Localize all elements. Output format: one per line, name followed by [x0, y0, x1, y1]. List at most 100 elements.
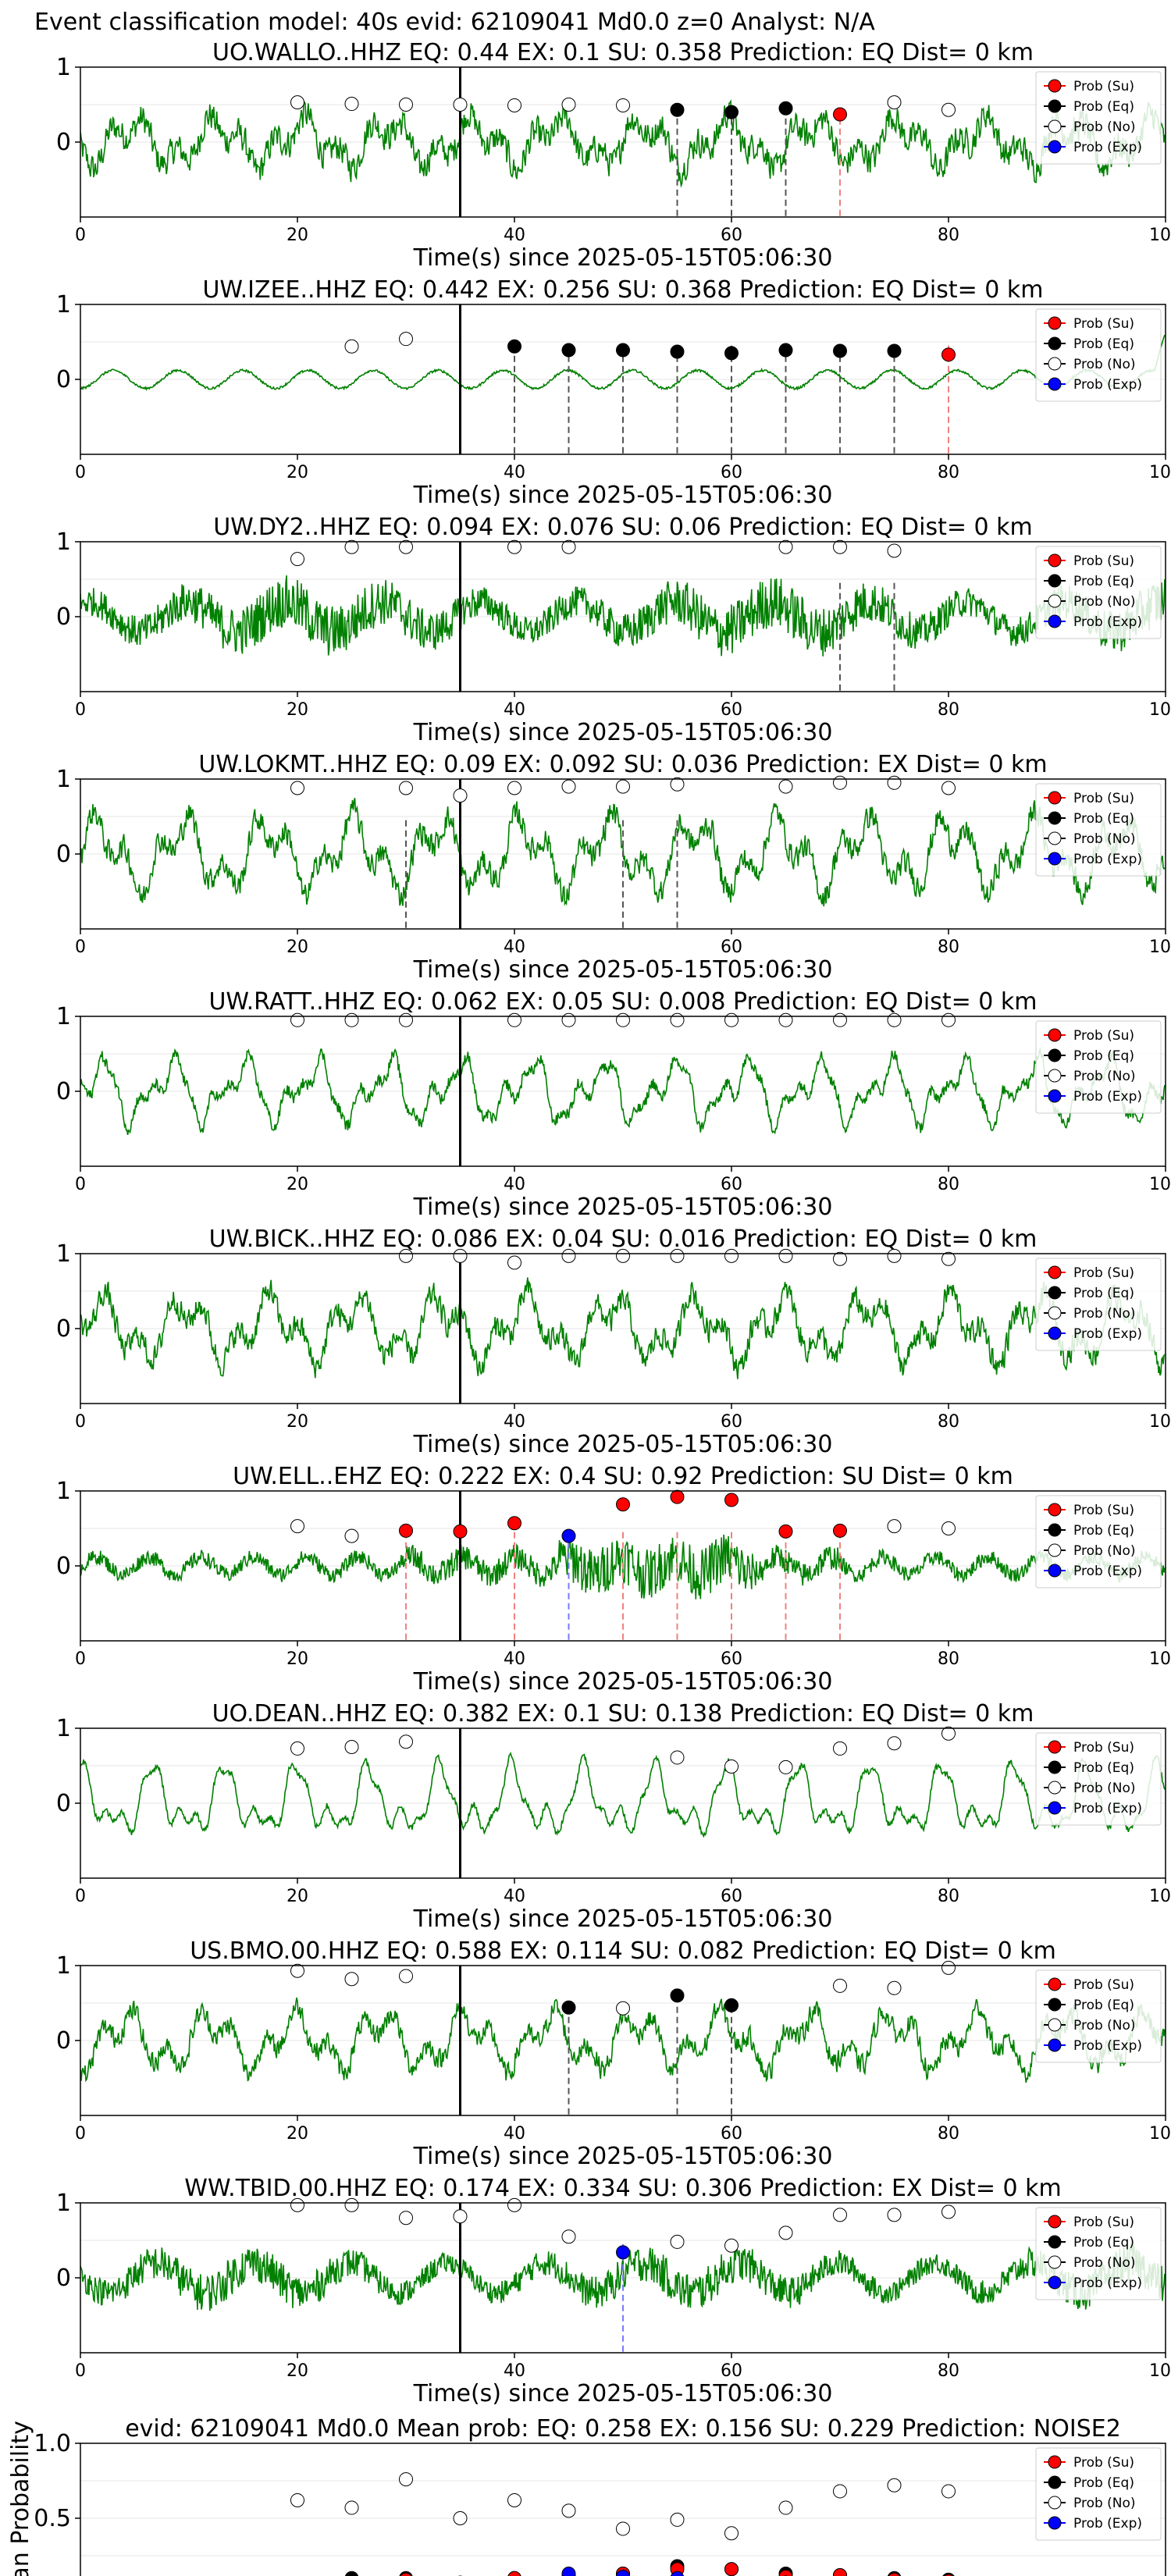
x-tick-label: 0 [75, 1175, 86, 1194]
prob-point-no [724, 2238, 739, 2253]
legend-box [1035, 783, 1162, 877]
y-tick-label: 1 [56, 1952, 71, 1980]
legend-marker-no [1048, 2255, 1062, 2269]
panel-title: UW.LOKMT..HHZ EQ: 0.09 EX: 0.092 SU: 0.0… [198, 751, 1047, 778]
x-tick-label: 100 [1149, 1649, 1171, 1669]
x-tick-label: 0 [75, 1887, 86, 1906]
x-tick-label: 20 [287, 1887, 308, 1906]
legend-label-su: Prob (Su) [1073, 2215, 1134, 2230]
legend-marker-no [1048, 1069, 1062, 1083]
x-axis-label: Time(s) since 2025-05-15T05:06:30 [413, 2143, 833, 2170]
x-tick-label: 100 [1149, 463, 1171, 482]
prob-point-no [561, 2229, 576, 2244]
legend-label-no: Prob (No) [1073, 831, 1136, 847]
prob-point-no [941, 102, 956, 117]
prob-point-no [399, 1969, 413, 1984]
station-panel: UW.IZEE..HHZ EQ: 0.442 EX: 0.256 SU: 0.3… [56, 276, 1171, 509]
x-tick-label: 20 [287, 1412, 308, 1432]
legend-marker-eq [1048, 2235, 1062, 2249]
legend-label-exp: Prob (Exp) [1073, 2275, 1142, 2291]
x-tick-label: 60 [721, 2124, 742, 2144]
x-tick-label: 60 [721, 1175, 742, 1194]
legend-box [1035, 546, 1162, 639]
prob-point-no [453, 98, 468, 112]
legend-box [1035, 2207, 1162, 2300]
y-tick-label: 1 [56, 2190, 71, 2217]
legend-marker-eq [1048, 811, 1062, 825]
x-tick-label: 40 [504, 463, 525, 482]
prob-point-no [887, 1980, 902, 1995]
legend-label-exp: Prob (Exp) [1073, 2038, 1142, 2054]
prob-point-no [670, 1750, 685, 1765]
prob-point-no [941, 1726, 956, 1741]
legend-label-eq: Prob (Eq) [1073, 1048, 1134, 1064]
x-tick-label: 20 [287, 1175, 308, 1194]
prob-point-no [887, 1736, 902, 1751]
prob-point-no [561, 539, 576, 554]
mean-panel-title: evid: 62109041 Md0.0 Mean prob: EQ: 0.25… [125, 2415, 1121, 2443]
y-tick-label: 1 [56, 1240, 71, 1268]
prob-point-no [941, 2204, 956, 2219]
legend-marker-exp [1048, 1564, 1062, 1578]
prob-point-no [399, 539, 413, 554]
station-panel: WW.TBID.00.HHZ EQ: 0.174 EX: 0.334 SU: 0… [56, 2175, 1171, 2407]
prob-point-eq [724, 1998, 739, 2012]
x-tick-label: 100 [1149, 1887, 1171, 1906]
x-axis-label: Time(s) since 2025-05-15T05:06:30 [413, 244, 833, 272]
x-axis-label: Time(s) since 2025-05-15T05:06:30 [413, 956, 833, 984]
waveform-trace [80, 1751, 1166, 1838]
prob-point-no [670, 1248, 685, 1263]
prob-point-eq [724, 346, 739, 361]
x-tick-label: 40 [504, 2124, 525, 2144]
prob-point-no [724, 1012, 739, 1027]
legend-box [1035, 71, 1162, 165]
y-tick-label: 1.0 [34, 2430, 71, 2457]
legend-marker-su [1048, 2455, 1062, 2469]
y-tick-label: 1 [56, 1715, 71, 1742]
prob-point-no [399, 1735, 413, 1749]
prob-point-no [887, 1519, 902, 1534]
prob-point-su [778, 1524, 793, 1539]
prob-point-eq [616, 343, 630, 358]
legend-box [1035, 2447, 1162, 2541]
prob-point-su [670, 1489, 685, 1504]
prob-point-no [778, 1759, 793, 1774]
legend-label-su: Prob (Su) [1073, 1503, 1134, 1518]
mean-prob-point-no [670, 2512, 685, 2527]
prob-point-no [887, 2208, 902, 2222]
prob-point-no [399, 2211, 413, 2226]
legend-label-eq: Prob (Eq) [1073, 1523, 1134, 1539]
mean-prob-point-no [399, 2472, 413, 2487]
prob-point-no [941, 1251, 956, 1266]
legend-label-su: Prob (Su) [1073, 1740, 1134, 1756]
x-tick-label: 40 [504, 1649, 525, 1669]
station-panel: US.BMO.00.HHZ EQ: 0.588 EX: 0.114 SU: 0.… [56, 1937, 1171, 2170]
x-tick-label: 100 [1149, 938, 1171, 957]
prob-point-no [887, 543, 902, 558]
prob-point-no [344, 339, 359, 354]
legend-label-eq: Prob (Eq) [1073, 574, 1134, 589]
legend-label-exp: Prob (Exp) [1073, 1326, 1142, 1342]
station-panel: UW.RATT..HHZ EQ: 0.062 EX: 0.05 SU: 0.00… [56, 988, 1171, 1221]
prob-point-no [344, 2197, 359, 2212]
prob-point-no [670, 777, 685, 792]
mean-prob-point-eq [344, 2571, 359, 2576]
x-axis-label: Time(s) since 2025-05-15T05:06:30 [413, 1668, 833, 1695]
x-tick-label: 60 [721, 463, 742, 482]
x-tick-label: 20 [287, 1649, 308, 1669]
legend-box [1035, 1020, 1162, 1114]
prob-point-no [344, 1528, 359, 1543]
y-tick-label: 0 [56, 366, 71, 393]
x-tick-label: 60 [721, 2361, 742, 2381]
prob-point-su [453, 1524, 468, 1539]
station-panel: UW.BICK..HHZ EQ: 0.086 EX: 0.04 SU: 0.01… [56, 1226, 1171, 1458]
y-tick-label: 0 [56, 1315, 71, 1343]
prob-point-no [399, 781, 413, 795]
x-tick-label: 100 [1149, 2124, 1171, 2144]
prob-point-no [561, 779, 576, 794]
prob-point-no [887, 1012, 902, 1027]
x-tick-label: 100 [1149, 2361, 1171, 2381]
prob-point-no [399, 98, 413, 112]
legend-marker-su [1048, 1977, 1062, 1991]
